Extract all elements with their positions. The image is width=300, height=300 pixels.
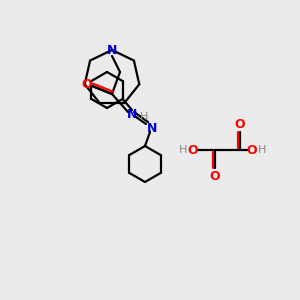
Text: H: H (179, 145, 187, 155)
Text: N: N (147, 122, 157, 134)
Text: O: O (188, 143, 198, 157)
Text: N: N (107, 44, 117, 56)
Text: O: O (247, 143, 257, 157)
Text: H: H (258, 145, 266, 155)
Text: H: H (140, 112, 148, 122)
Text: O: O (82, 79, 92, 92)
Text: O: O (210, 169, 220, 182)
Text: N: N (127, 107, 137, 121)
Text: O: O (235, 118, 245, 130)
